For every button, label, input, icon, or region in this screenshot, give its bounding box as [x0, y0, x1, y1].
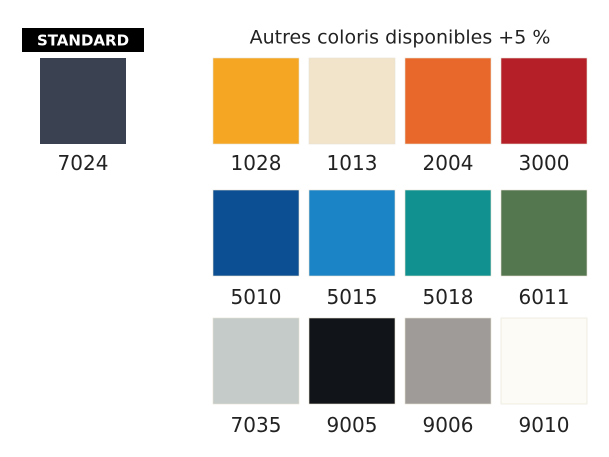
color-code: 1028 — [231, 151, 282, 175]
badge-bg — [22, 28, 144, 52]
color-swatch — [212, 57, 300, 145]
color-code: 9006 — [423, 413, 474, 437]
standard-code: 7024 — [58, 151, 109, 175]
color-swatch — [212, 189, 300, 277]
color-swatch — [308, 189, 396, 277]
color-swatch — [500, 317, 588, 405]
color-swatch — [500, 57, 588, 145]
color-swatch — [500, 189, 588, 277]
color-code: 1013 — [327, 151, 378, 175]
color-code: 5015 — [327, 285, 378, 309]
color-code: 3000 — [519, 151, 570, 175]
color-code: 2004 — [423, 151, 474, 175]
color-swatch — [404, 57, 492, 145]
color-code: 7035 — [231, 413, 282, 437]
color-swatch — [308, 317, 396, 405]
options-title: Autres coloris disponibles +5 % — [250, 27, 551, 49]
color-swatch — [404, 189, 492, 277]
color-code: 9005 — [327, 413, 378, 437]
color-code: 5018 — [423, 285, 474, 309]
standard-badge: STANDARD — [37, 32, 129, 50]
color-code: 6011 — [519, 285, 570, 309]
color-swatch — [404, 317, 492, 405]
color-code: 9010 — [519, 413, 570, 437]
color-code: 5010 — [231, 285, 282, 309]
standard-swatch — [40, 58, 126, 144]
color-swatch — [212, 317, 300, 405]
color-swatch — [308, 57, 396, 145]
